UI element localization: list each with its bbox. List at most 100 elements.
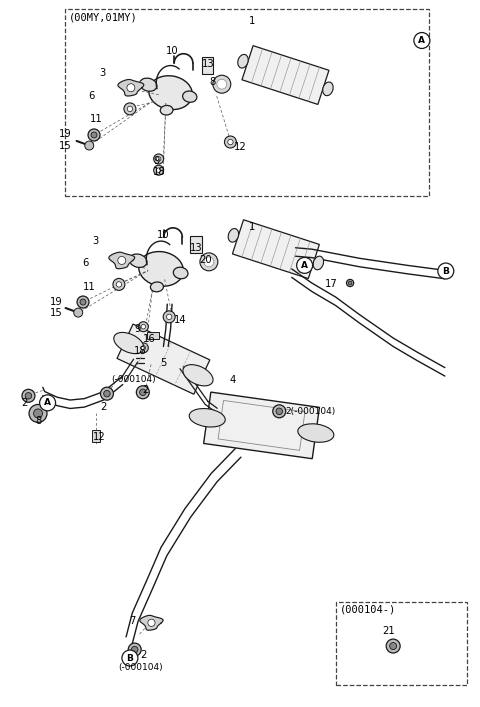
Circle shape (122, 650, 138, 666)
Circle shape (156, 157, 161, 161)
Ellipse shape (34, 409, 43, 418)
Bar (336, 602, 468, 685)
Text: 11: 11 (83, 281, 96, 291)
Text: 12: 12 (234, 142, 247, 152)
Bar (202, 57, 214, 74)
Text: 14: 14 (174, 315, 187, 325)
Ellipse shape (173, 267, 188, 279)
Ellipse shape (29, 404, 47, 422)
Circle shape (127, 83, 135, 92)
Text: 5: 5 (160, 358, 167, 368)
Circle shape (213, 75, 231, 93)
Ellipse shape (129, 254, 147, 267)
Circle shape (200, 253, 218, 271)
Text: 4: 4 (230, 375, 236, 385)
Text: 13: 13 (190, 243, 203, 253)
Text: 9: 9 (135, 324, 141, 334)
Ellipse shape (140, 78, 157, 91)
Bar (93, 430, 100, 442)
Text: 15: 15 (59, 141, 72, 151)
Ellipse shape (273, 405, 286, 418)
Circle shape (85, 141, 94, 150)
Circle shape (167, 314, 172, 320)
Polygon shape (109, 252, 135, 269)
Ellipse shape (150, 282, 164, 292)
Text: 10: 10 (166, 46, 179, 56)
Ellipse shape (189, 409, 225, 427)
Ellipse shape (88, 129, 100, 141)
Text: A: A (419, 36, 425, 45)
Bar (147, 332, 159, 339)
Text: 21: 21 (382, 626, 395, 636)
Ellipse shape (238, 54, 248, 68)
Text: A: A (44, 398, 51, 407)
Text: 6: 6 (82, 258, 88, 268)
Ellipse shape (128, 643, 141, 656)
Ellipse shape (276, 408, 283, 414)
Ellipse shape (160, 105, 173, 115)
Polygon shape (242, 46, 329, 105)
Circle shape (118, 257, 126, 264)
Circle shape (141, 325, 145, 329)
Circle shape (204, 257, 214, 267)
Polygon shape (118, 79, 144, 96)
Ellipse shape (323, 82, 333, 95)
Ellipse shape (183, 365, 213, 386)
Text: B: B (443, 267, 449, 276)
Ellipse shape (386, 639, 400, 653)
Circle shape (138, 343, 148, 353)
Ellipse shape (104, 390, 110, 397)
Ellipse shape (348, 281, 352, 285)
Text: 10: 10 (157, 230, 170, 240)
Circle shape (127, 106, 132, 112)
Ellipse shape (77, 296, 89, 308)
Text: 19: 19 (59, 129, 72, 139)
Ellipse shape (140, 389, 146, 395)
Text: 12: 12 (93, 432, 105, 442)
Ellipse shape (100, 387, 113, 400)
Text: 11: 11 (89, 115, 102, 124)
Ellipse shape (228, 228, 239, 243)
Ellipse shape (91, 132, 97, 138)
Circle shape (163, 311, 175, 323)
Bar (190, 235, 202, 252)
Circle shape (124, 103, 136, 115)
Ellipse shape (149, 76, 192, 110)
Ellipse shape (136, 386, 149, 399)
Circle shape (74, 308, 83, 317)
Text: 13: 13 (202, 59, 215, 69)
Text: 2(-000104): 2(-000104) (286, 407, 336, 416)
Circle shape (116, 281, 121, 287)
Text: 20: 20 (199, 255, 212, 264)
Circle shape (414, 33, 430, 49)
Text: 18: 18 (153, 168, 166, 177)
Circle shape (156, 168, 161, 173)
Ellipse shape (80, 299, 86, 305)
Circle shape (138, 322, 148, 332)
Circle shape (154, 165, 164, 175)
Polygon shape (232, 220, 319, 279)
Text: 2: 2 (21, 398, 27, 408)
Circle shape (225, 136, 237, 148)
Text: (000104-): (000104-) (340, 604, 396, 614)
Ellipse shape (390, 643, 396, 650)
Text: 15: 15 (50, 308, 63, 318)
Circle shape (154, 154, 164, 164)
Text: (-000104): (-000104) (111, 375, 156, 384)
Text: 8: 8 (35, 416, 41, 426)
Bar (65, 9, 429, 196)
Text: 6: 6 (88, 91, 95, 101)
Ellipse shape (25, 392, 32, 399)
Circle shape (141, 346, 145, 350)
Circle shape (40, 395, 56, 411)
Text: 1: 1 (249, 221, 255, 232)
Text: A: A (301, 261, 308, 270)
Circle shape (217, 79, 227, 89)
Polygon shape (140, 615, 163, 630)
Ellipse shape (132, 646, 138, 653)
Circle shape (228, 139, 233, 145)
Circle shape (113, 279, 125, 291)
Ellipse shape (298, 423, 334, 443)
Text: 3: 3 (93, 235, 99, 246)
Circle shape (148, 619, 155, 626)
